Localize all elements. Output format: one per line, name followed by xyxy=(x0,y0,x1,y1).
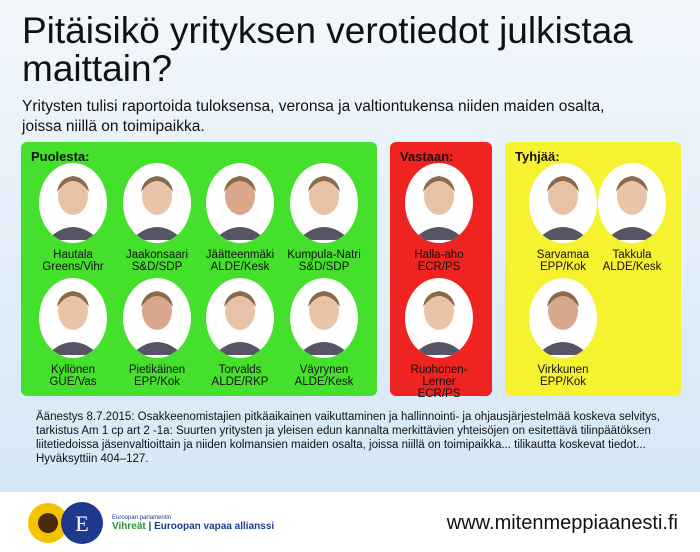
portrait xyxy=(529,163,597,243)
mep-card: Kyllönen GUE/Vas xyxy=(28,278,118,388)
mep-name: Takkula xyxy=(612,249,652,261)
person-photo-icon xyxy=(537,291,589,355)
mep-name: Kumpula-Natri xyxy=(287,249,361,261)
mep-group: ALDE/RKP xyxy=(211,376,269,388)
logo-green: Vihreät xyxy=(112,520,146,532)
mep-name: Halla-aho xyxy=(414,249,464,261)
mep-card: Pietikäinen EPP/Kok xyxy=(112,278,202,388)
svg-text:E: E xyxy=(75,511,88,536)
mep-group: Greens/Vihr xyxy=(42,261,104,273)
person-photo-icon xyxy=(298,176,350,240)
person-photo-icon xyxy=(537,176,589,240)
portrait xyxy=(206,278,274,358)
mep-name: Torvalds xyxy=(218,364,262,376)
portrait xyxy=(598,163,666,243)
mep-name: Jäätteenmäki xyxy=(205,249,275,261)
portrait xyxy=(405,163,473,243)
person-photo-icon xyxy=(47,291,99,355)
mep-name: Hautala xyxy=(53,249,93,261)
mep-group: EPP/Kok xyxy=(539,376,587,388)
person-photo-icon xyxy=(298,291,350,355)
panel-title: Tyhjää: xyxy=(515,149,560,164)
mep-card: Ruohonen-Lerner ECR/PS xyxy=(394,278,484,400)
mep-card: Jaakonsaari S&D/SDP xyxy=(112,163,202,273)
logo-separator: | xyxy=(148,520,152,532)
mep-card: Jäätteenmäki ALDE/Kesk xyxy=(195,163,285,273)
portrait xyxy=(405,278,473,358)
mep-name: Pietikäinen xyxy=(128,364,186,376)
person-photo-icon xyxy=(214,176,266,240)
mep-group: EPP/Kok xyxy=(133,376,181,388)
portrait xyxy=(123,163,191,243)
person-photo-icon xyxy=(131,291,183,355)
website-link[interactable]: www.mitenmeppiaanesti.fi xyxy=(446,512,678,534)
person-photo-icon xyxy=(131,176,183,240)
mep-card: Torvalds ALDE/RKP xyxy=(195,278,285,388)
portrait xyxy=(206,163,274,243)
person-photo-icon xyxy=(413,291,465,355)
mep-name: Sarvamaa xyxy=(536,249,590,261)
subtitle: Yritysten tulisi raportoida tuloksensa, … xyxy=(22,98,605,135)
person-photo-icon xyxy=(214,291,266,355)
portrait xyxy=(529,278,597,358)
mep-group: S&D/SDP xyxy=(298,261,350,273)
mep-card: Hautala Greens/Vihr xyxy=(28,163,118,273)
mep-group: ECR/PS xyxy=(417,261,461,273)
mep-card: Takkula ALDE/Kesk xyxy=(587,163,677,273)
mep-group: EPP/Kok xyxy=(539,261,587,273)
party-logo: E Euroopan parlamentin Vihreät | Euroopa… xyxy=(26,500,274,546)
mep-card: Väyrynen ALDE/Kesk xyxy=(279,278,369,388)
panel-title: Vastaan: xyxy=(400,149,454,164)
mep-card: Sarvamaa EPP/Kok xyxy=(518,163,608,273)
mep-group: ALDE/Kesk xyxy=(602,261,662,273)
mep-name: Virkkunen xyxy=(537,364,589,376)
portrait xyxy=(39,163,107,243)
portrait xyxy=(123,278,191,358)
panel-title: Puolesta: xyxy=(31,149,90,164)
mep-group: GUE/Vas xyxy=(49,376,97,388)
mep-name: Ruohonen-Lerner xyxy=(410,364,468,388)
sunflower-eu-logo-icon: E xyxy=(28,502,103,544)
person-photo-icon xyxy=(413,176,465,240)
mep-group: ECR/PS xyxy=(417,388,461,400)
logo-line1: Euroopan parlamentin xyxy=(112,514,172,521)
mep-name: Väyrynen xyxy=(299,364,349,376)
mep-card: Kumpula-Natri S&D/SDP xyxy=(279,163,369,273)
mep-group: ALDE/Kesk xyxy=(210,261,270,273)
portrait xyxy=(290,163,358,243)
mep-card: Virkkunen EPP/Kok xyxy=(518,278,608,388)
vote-description: Äänestys 8.7.2015: Osakkeenomistajien pi… xyxy=(36,411,660,465)
mep-group: ALDE/Kesk xyxy=(294,376,354,388)
logo-rest: Euroopan vapaa allianssi xyxy=(154,520,275,532)
mep-group: S&D/SDP xyxy=(131,261,183,273)
person-photo-icon xyxy=(47,176,99,240)
mep-card: Halla-aho ECR/PS xyxy=(394,163,484,273)
portrait xyxy=(39,278,107,358)
person-photo-icon xyxy=(606,176,658,240)
page-title: Pitäisikö yrityksen verotiedot julkistaa… xyxy=(22,10,633,89)
portrait xyxy=(290,278,358,358)
mep-name: Jaakonsaari xyxy=(125,249,188,261)
mep-name: Kyllönen xyxy=(50,364,96,376)
